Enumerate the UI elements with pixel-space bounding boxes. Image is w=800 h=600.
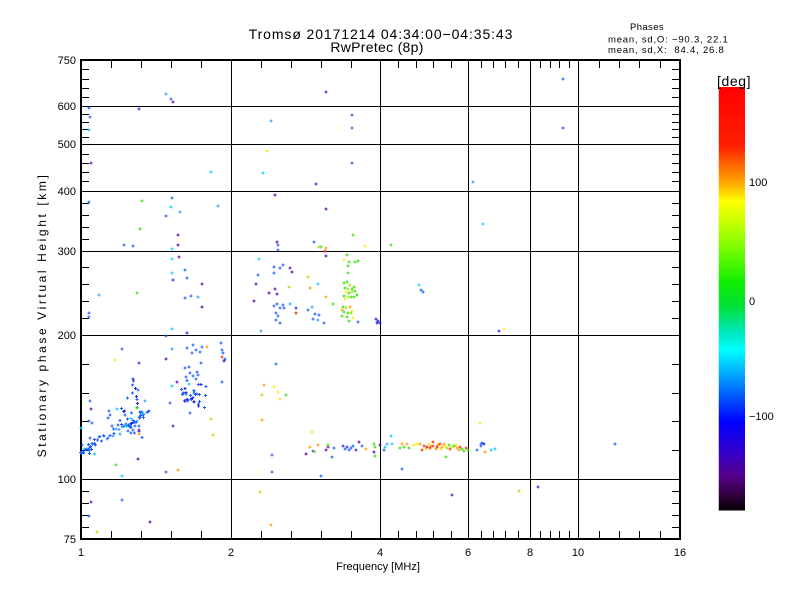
svg-text:Stationary phase Virtual Heigh: Stationary phase Virtual Height [km] [35,173,49,458]
svg-text:500: 500 [58,139,76,151]
svg-text:0: 0 [749,296,755,308]
svg-text:10: 10 [572,547,584,559]
svg-text:mean, sd,X: 84.4, 26.8: mean, sd,X: 84.4, 26.8 [608,45,725,56]
svg-text:100: 100 [749,177,767,189]
svg-text:RwPretec (8p): RwPretec (8p) [330,39,423,55]
svg-text:100: 100 [58,474,76,486]
svg-text:300: 300 [58,246,76,258]
svg-text:4: 4 [377,547,383,559]
svg-text:600: 600 [58,101,76,113]
svg-text:−100: −100 [749,411,774,423]
svg-text:mean, sd,O: −90.3, 22.1: mean, sd,O: −90.3, 22.1 [608,35,729,46]
svg-text:200: 200 [58,330,76,342]
svg-text:Tromsø 20171214 04:34:00−04:35: Tromsø 20171214 04:34:00−04:35:43 [249,26,514,42]
svg-text:1: 1 [78,547,84,559]
svg-text:16: 16 [674,547,686,559]
svg-text:Phases: Phases [630,22,664,33]
svg-text:400: 400 [58,186,76,198]
svg-text:6: 6 [465,547,471,559]
svg-text:2: 2 [228,547,234,559]
svg-text:Frequency [MHz]: Frequency [MHz] [336,561,420,573]
svg-text:[deg]: [deg] [717,73,751,89]
svg-text:750: 750 [58,55,76,67]
svg-text:75: 75 [64,534,76,546]
svg-text:8: 8 [527,547,533,559]
